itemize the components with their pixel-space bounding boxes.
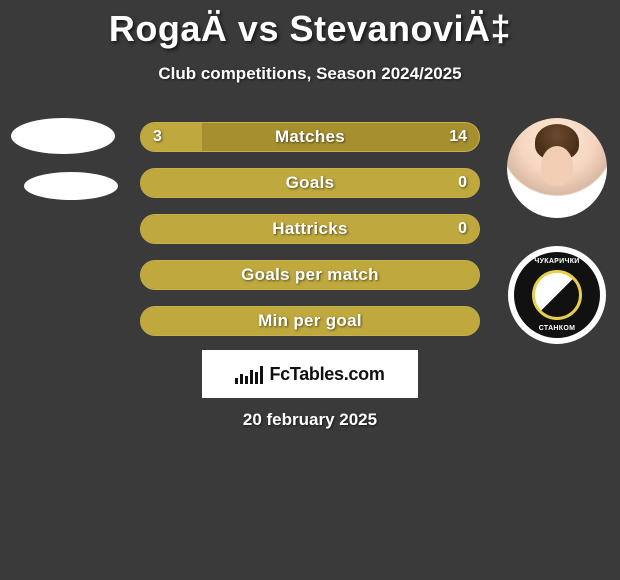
brand-text: FcTables.com xyxy=(269,364,384,385)
right-player-avatar xyxy=(507,118,607,218)
bar-chart-icon xyxy=(235,364,263,384)
comparison-bars: 3Matches14Goals0Hattricks0Goals per matc… xyxy=(140,122,480,352)
stat-bar-label: Goals per match xyxy=(141,261,479,289)
club-badge-center xyxy=(535,273,579,317)
date-label: 20 february 2025 xyxy=(0,410,620,430)
stat-bar-label: Hattricks xyxy=(141,215,479,243)
stat-bar-row: Hattricks0 xyxy=(140,214,480,244)
stat-bar-row: Goals0 xyxy=(140,168,480,198)
stat-bar-row: Min per goal xyxy=(140,306,480,336)
stat-right-value: 0 xyxy=(458,215,467,243)
page-subtitle: Club competitions, Season 2024/2025 xyxy=(0,64,620,84)
stat-bar-label: Matches xyxy=(141,123,479,151)
left-player-avatar xyxy=(11,118,115,154)
club-badge-text-bottom: СТАНКОМ xyxy=(539,325,575,332)
brand-attribution: FcTables.com xyxy=(202,350,418,398)
stat-right-value: 14 xyxy=(449,123,467,151)
right-player-column: ЧУКАРИЧКИ СТАНКОМ xyxy=(502,118,612,344)
left-club-badge xyxy=(24,172,118,200)
stat-bar-row: Goals per match xyxy=(140,260,480,290)
stat-bar-row: 3Matches14 xyxy=(140,122,480,152)
right-club-badge: ЧУКАРИЧКИ СТАНКОМ xyxy=(508,246,606,344)
stat-bar-label: Goals xyxy=(141,169,479,197)
club-badge-text-top: ЧУКАРИЧКИ xyxy=(534,258,579,265)
page-title: RogaÄ vs StevanoviÄ‡ xyxy=(0,0,620,50)
left-player-column xyxy=(8,118,118,200)
stat-bar-label: Min per goal xyxy=(141,307,479,335)
stat-right-value: 0 xyxy=(458,169,467,197)
